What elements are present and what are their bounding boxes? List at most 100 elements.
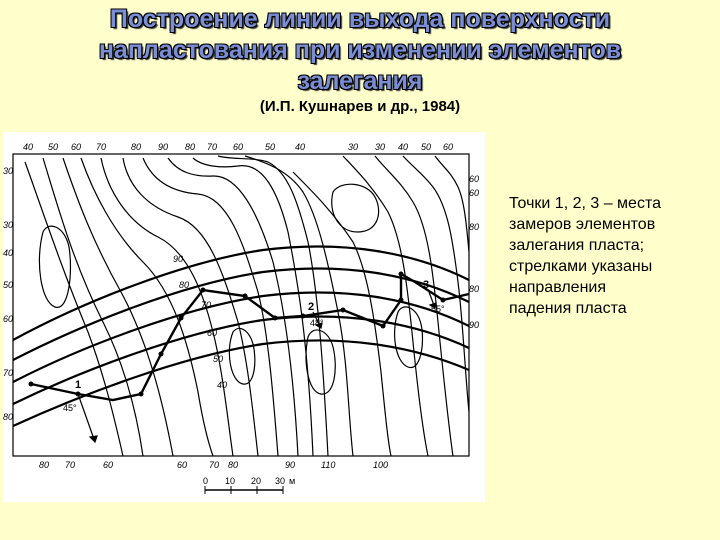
outcrop-line: [28, 271, 470, 402]
top-label: 60: [233, 142, 243, 152]
top-label: 30: [375, 142, 385, 152]
contour: [38, 225, 72, 308]
contour-lines: [24, 155, 470, 457]
bottom-label: 80: [228, 460, 238, 470]
left-label: 60: [3, 314, 13, 324]
scale-bar: 0 10 20 30 м: [203, 476, 295, 494]
title-line-3: залегания: [297, 67, 423, 95]
contour: [292, 171, 392, 457]
right-label: 60: [469, 188, 479, 198]
right-label: 80: [469, 222, 479, 232]
top-label: 90: [158, 142, 168, 152]
top-label: 50: [48, 142, 58, 152]
point-3-angle: 55°: [431, 304, 445, 314]
point-3-label: 3: [423, 279, 429, 291]
contour: [434, 155, 470, 253]
inner-label: 40: [217, 380, 227, 390]
map-drawing: 1 45° 2 48° 3 55° 40 50 60 70 80 90 80 7…: [3, 142, 479, 494]
caption-line: замеров элементов: [509, 216, 656, 233]
inner-label: 90: [173, 254, 183, 264]
caption-line: Точки 1, 2, 3 – места: [509, 195, 661, 212]
map-frame: [12, 153, 470, 457]
caption-line: падения пласта: [509, 300, 627, 317]
caption-line: направления: [509, 279, 606, 296]
right-label: 60: [469, 174, 479, 184]
top-label: 80: [131, 142, 141, 152]
scale-unit: м: [289, 476, 295, 486]
top-label: 30: [348, 142, 358, 152]
scale-tick-label: 0: [203, 476, 208, 486]
source-citation: (И.П. Кушнарев и др., 1984): [259, 98, 461, 115]
inner-label: 80: [179, 280, 189, 290]
scale-tick-label: 30: [275, 476, 285, 486]
contour: [374, 155, 454, 457]
contour: [42, 157, 144, 457]
contour: [217, 155, 329, 457]
contour: [244, 155, 354, 457]
geologic-map: 1 45° 2 48° 3 55° 40 50 60 70 80 90 80 7…: [3, 132, 485, 502]
right-label: 80: [469, 284, 479, 294]
dip-arrows: [77, 291, 437, 444]
point-1-label: 1: [75, 379, 81, 391]
point-2-angle: 48°: [310, 318, 324, 328]
top-label: 40: [23, 142, 33, 152]
contour: [393, 306, 424, 368]
bottom-label: 80: [39, 460, 49, 470]
top-label: 70: [96, 142, 106, 152]
contour: [142, 157, 279, 457]
inner-labels: 90 80 70 60 50 40: [173, 254, 227, 390]
contour: [100, 157, 234, 457]
caption-line: залегания пласта;: [509, 237, 645, 254]
inner-label: 70: [201, 300, 211, 310]
bedding-line: [12, 245, 470, 341]
contour: [122, 157, 259, 457]
contour: [342, 155, 429, 457]
figure-caption: Точки 1, 2, 3 – места замеров элементов …: [509, 193, 709, 319]
caption-line: стрелками указаны: [509, 258, 653, 275]
slide-title: Построение линии выхода поверхности напл…: [20, 4, 700, 97]
contour: [80, 157, 214, 457]
left-label: 40: [3, 248, 13, 258]
bottom-label: 90: [285, 460, 295, 470]
contour: [402, 155, 470, 413]
top-label: 50: [421, 142, 431, 152]
left-label: 30: [3, 166, 13, 176]
bedding-line: [12, 339, 470, 428]
title-line-1: Построение линии выхода поверхности: [109, 5, 611, 33]
left-label: 80: [3, 412, 13, 422]
title-line-2: напластования при изменении элементов: [98, 36, 622, 64]
scale-tick-label: 10: [225, 476, 235, 486]
left-label: 70: [3, 368, 13, 378]
contour: [24, 161, 124, 457]
inner-label: 60: [207, 328, 217, 338]
bottom-label: 70: [65, 460, 75, 470]
contour: [331, 183, 380, 233]
left-label: 50: [3, 280, 13, 290]
right-labels: 60 60 80 80 90: [469, 174, 479, 330]
top-label: 60: [71, 142, 81, 152]
top-label: 40: [295, 142, 305, 152]
measurement-points: 1 45° 2 48° 3 55°: [63, 279, 445, 413]
bottom-label: 70: [209, 460, 219, 470]
bottom-label: 60: [103, 460, 113, 470]
bedding-line: [12, 291, 470, 383]
top-label: 40: [398, 142, 408, 152]
bedding-line: [12, 315, 470, 405]
bedding-bands: [12, 245, 470, 428]
top-label: 50: [265, 142, 275, 152]
bottom-label: 110: [321, 460, 335, 470]
contour: [62, 157, 174, 457]
bottom-labels: 80 70 60 60 70 80 90 110 100: [39, 460, 388, 470]
top-labels: 40 50 60 70 80 90 80 70 60 50 40 30 30 4…: [23, 142, 453, 152]
top-label: 80: [185, 142, 195, 152]
contour: [167, 157, 299, 457]
top-label: 60: [443, 142, 453, 152]
left-label: 30: [3, 220, 13, 230]
point-2-label: 2: [308, 301, 314, 313]
contour: [228, 327, 256, 385]
inner-label: 50: [213, 354, 223, 364]
scale-tick-label: 20: [251, 476, 261, 486]
point-1-angle: 45°: [63, 403, 77, 413]
top-label: 70: [207, 142, 217, 152]
contour: [305, 329, 336, 395]
